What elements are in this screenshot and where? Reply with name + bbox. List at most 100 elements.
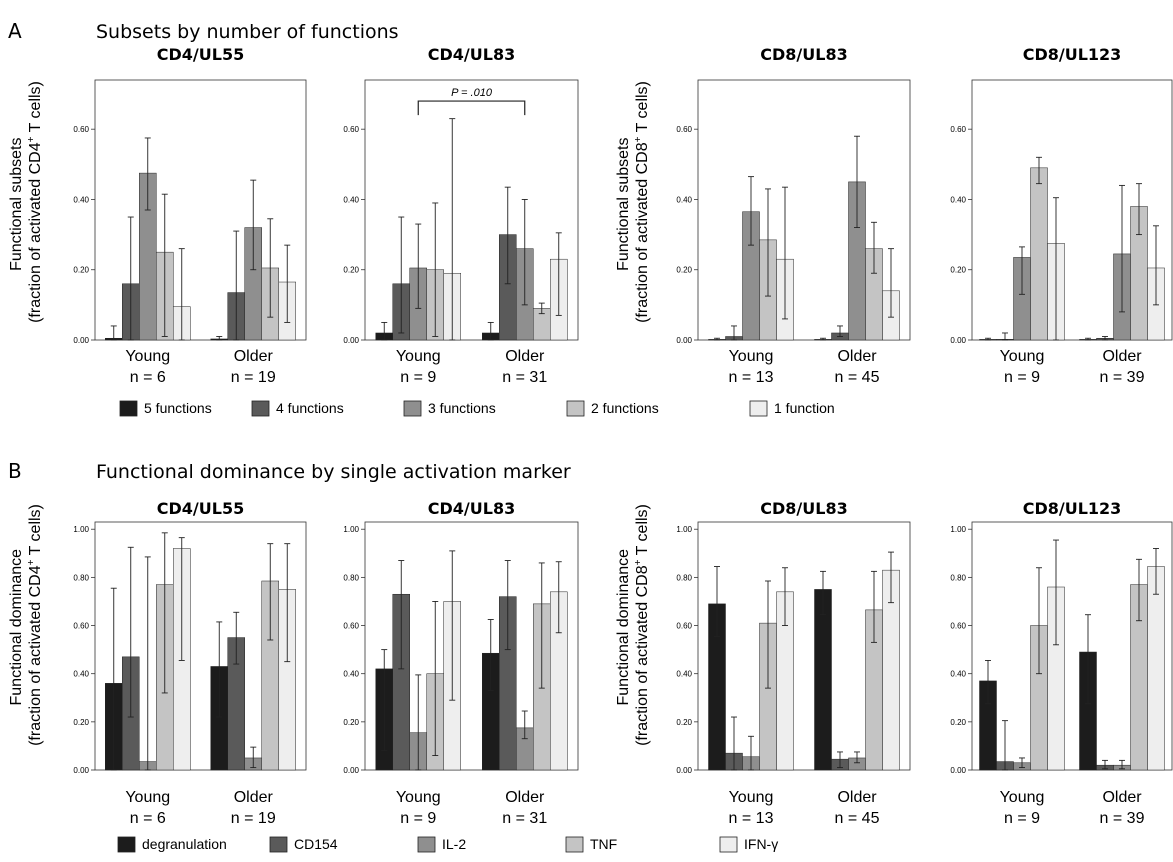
group-label: Young [125,789,170,806]
chart-b-cd8-ul123: CD8/UL123 0.00 0.20 0.40 0.60 0.80 1.00 Young n … [950,499,1173,827]
legend-label: 4 functions [276,400,344,416]
bar [1030,167,1048,341]
ylabel-b-cd4-sup: + [26,559,37,565]
y-tick-label: 0.60 [343,622,359,631]
group-n-label: n = 19 [231,810,276,827]
ylabel-b-cd4-line1: Functional dominance [8,549,25,706]
legend-label: 2 functions [591,400,659,416]
y-tick-label: 0.40 [950,195,966,204]
plot-frame [364,79,579,341]
ylabel-b-cd4-line2b: T cells) [27,504,44,559]
y-tick-label: 0.00 [73,766,89,775]
legend-label: IL-2 [442,836,466,852]
chart-a-cd8-ul123: CD8/UL123 0.00 0.20 0.40 0.60 Young n = 9 Older… [950,45,1173,386]
chart-title: CD4/UL55 [157,499,244,518]
group-n-label: n = 9 [400,810,436,827]
legend-label: degranulation [142,836,227,852]
y-tick-label: 0.20 [950,266,966,275]
group-n-label: n = 39 [1100,369,1145,386]
y-tick-label: 0.40 [73,670,89,679]
y-tick-label: 0.40 [343,670,359,679]
legend-swatch [417,836,436,853]
group-label: Young [125,348,170,365]
chart-title: CD8/UL83 [760,499,847,518]
ylabel-a-cd8-line2: (fraction of activated CD8 [634,142,651,323]
y-tick-label: 0.00 [950,336,966,345]
section-title-a: Subsets by number of functions [96,21,399,43]
ylabel-b-cd4: Functional dominance (fraction of activa… [8,504,44,746]
ylabel-a-cd8-sup: + [633,136,644,142]
y-tick-label: 0.40 [950,670,966,679]
ylabel-a-cd4: Functional subsets (fraction of activate… [8,81,44,323]
group-label: Older [505,789,545,806]
y-tick-label: 0.20 [73,718,89,727]
y-tick-label: 1.00 [73,525,89,534]
legend-label: 5 functions [144,400,212,416]
ylabel-b-cd8-sup: + [633,559,644,565]
group-label: Young [729,789,774,806]
legend-swatch [269,836,288,853]
group-n-label: n = 13 [729,369,774,386]
ylabel-b-cd4-line2: (fraction of activated CD4 [27,565,44,746]
chart-b-cd4-ul83: CD4/UL83 0.00 0.20 0.40 0.60 0.80 1.00 Young n =… [343,499,579,827]
y-tick-label: 1.00 [676,525,692,534]
plot-frame [94,521,307,771]
y-tick-label: 0.60 [676,622,692,631]
chart-title: CD8/UL83 [760,45,847,64]
significance-bracket [417,100,526,116]
section-title-b: Functional dominance by single activatio… [96,461,571,483]
panel-letter-a: A [8,19,22,43]
y-tick-label: 0.60 [73,125,89,134]
plot-frame [364,521,579,771]
group-label: Young [396,348,441,365]
group-label: Older [234,789,274,806]
legend-label: IFN-γ [744,836,778,852]
group-n-label: n = 31 [502,810,547,827]
y-tick-label: 0.80 [676,573,692,582]
p-value-label: P = .010 [451,87,493,99]
y-tick-label: 1.00 [950,525,966,534]
charts-layer: CD4/UL55 0.00 0.20 0.40 0.60 Young n = 6 Older n… [73,45,1173,827]
legend-swatch [719,836,738,853]
chart-title: CD4/UL83 [428,499,515,518]
group-n-label: n = 9 [400,369,436,386]
y-tick-label: 0.60 [73,622,89,631]
ylabel-a-cd4-sup: + [26,136,37,142]
y-tick-label: 0.20 [73,266,89,275]
group-n-label: n = 6 [130,810,166,827]
chart-a-cd8-ul83: CD8/UL83 0.00 0.20 0.40 0.60 Young n = 13 Older… [676,45,911,386]
ylabel-b-cd8: Functional dominance (fraction of activa… [615,504,651,746]
chart-a-cd4-ul83: CD4/UL83 0.00 0.20 0.40 0.60 Young n = 9 Older n… [343,45,579,386]
y-tick-label: 0.40 [676,670,692,679]
y-tick-label: 0.00 [73,336,89,345]
legend-label: 1 function [774,400,835,416]
y-tick-label: 0.40 [343,195,359,204]
group-n-label: n = 13 [729,810,774,827]
y-tick-label: 0.20 [950,718,966,727]
group-n-label: n = 45 [835,369,880,386]
y-tick-label: 0.20 [343,718,359,727]
legend-swatch [117,836,136,853]
group-label: Older [1102,348,1142,365]
group-label: Older [837,789,877,806]
group-label: Older [505,348,545,365]
legend-swatch [565,836,584,853]
y-tick-label: 0.60 [950,622,966,631]
chart-title: CD4/UL55 [157,45,244,64]
panel-letter-b: B [8,459,22,483]
legend-b: degranulation CD154 IL-2 TNF IFN-γ [117,836,778,853]
group-n-label: n = 19 [231,369,276,386]
ylabel-b-cd8-line2b: T cells) [634,504,651,559]
group-n-label: n = 9 [1004,369,1040,386]
y-tick-label: 0.60 [950,125,966,134]
y-tick-label: 0.40 [676,195,692,204]
chart-b-cd8-ul83: CD8/UL83 0.00 0.20 0.40 0.60 0.80 1.00 Young n =… [676,499,911,827]
plot-frame [971,79,1173,341]
y-tick-label: 0.60 [343,125,359,134]
ylabel-b-cd8-line1: Functional dominance [615,549,632,706]
group-label: Young [729,348,774,365]
ylabel-a-cd8-line1: Functional subsets [615,138,632,271]
y-tick-label: 0.00 [676,766,692,775]
legend-a: 5 functions 4 functions 3 functions 2 funct… [119,400,835,417]
chart-b-cd4-ul55: CD4/UL55 0.00 0.20 0.40 0.60 0.80 1.00 Young n =… [73,499,307,827]
